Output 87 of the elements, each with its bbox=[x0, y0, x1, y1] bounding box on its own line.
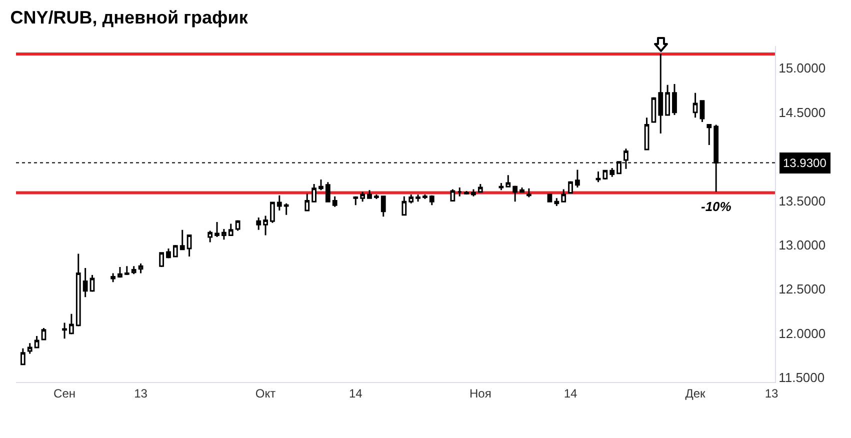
candlestick bbox=[554, 197, 560, 207]
candlestick bbox=[651, 96, 656, 123]
chart-title: CNY/RUB, дневной график bbox=[10, 8, 249, 28]
candlestick bbox=[367, 189, 372, 199]
y-tick-label: 15.0000 bbox=[778, 60, 826, 76]
candlestick bbox=[166, 248, 171, 259]
candlestick bbox=[256, 216, 262, 231]
candlestick bbox=[429, 194, 434, 206]
candlestick bbox=[318, 178, 324, 191]
candlestick bbox=[561, 188, 566, 202]
candlestick bbox=[69, 313, 74, 335]
candlestick bbox=[159, 252, 164, 268]
x-tick-label: 14 bbox=[348, 386, 363, 400]
candlestick bbox=[700, 100, 705, 123]
x-tick-label: 14 bbox=[564, 386, 578, 400]
candlestick bbox=[658, 53, 664, 134]
y-tick-label: 13.5000 bbox=[778, 193, 826, 208]
x-tick-label: Окт bbox=[255, 386, 276, 400]
candlestick bbox=[41, 327, 46, 340]
candlestick bbox=[131, 265, 136, 275]
candlestick bbox=[568, 180, 573, 194]
candlestick bbox=[90, 274, 95, 293]
candlestick bbox=[325, 181, 330, 202]
candlestick bbox=[27, 342, 32, 354]
y-tick-label: 11.5000 bbox=[778, 370, 825, 386]
candlestick bbox=[526, 188, 532, 198]
candlestick bbox=[235, 219, 240, 232]
candlestick bbox=[304, 192, 310, 212]
candlestick bbox=[471, 188, 476, 198]
candlestick bbox=[596, 170, 601, 183]
candlestick bbox=[374, 194, 379, 200]
x-tick-label: 13 bbox=[134, 386, 148, 400]
candlestick bbox=[186, 234, 192, 258]
candlestick bbox=[692, 92, 698, 118]
candlestick bbox=[118, 266, 122, 278]
x-tick-label: 13 bbox=[764, 386, 779, 400]
candlestick bbox=[76, 253, 81, 328]
candlestick bbox=[520, 186, 524, 193]
candlestick bbox=[180, 229, 185, 250]
candlestick bbox=[208, 230, 213, 244]
candlestick bbox=[512, 184, 518, 202]
candlestick bbox=[222, 228, 226, 240]
candlestick bbox=[498, 182, 504, 191]
candlestick bbox=[263, 215, 268, 236]
candlestick bbox=[62, 322, 67, 340]
candlestick bbox=[665, 84, 670, 116]
candlestick bbox=[408, 194, 414, 204]
candlestick bbox=[672, 83, 677, 116]
candlestick bbox=[575, 169, 580, 188]
candlestick bbox=[228, 222, 234, 236]
x-tick-label: Сен bbox=[54, 386, 76, 400]
y-tick-label: 12.5000 bbox=[778, 282, 826, 297]
candlestick bbox=[457, 186, 462, 198]
candlestick bbox=[353, 196, 358, 206]
candlestick bbox=[172, 244, 178, 258]
candlestick bbox=[478, 183, 483, 193]
ref-line-label: 13.9300 bbox=[783, 156, 827, 170]
candlestick bbox=[312, 183, 316, 202]
candlestick bbox=[82, 267, 88, 298]
candlestick bbox=[332, 196, 338, 208]
candlestick bbox=[270, 202, 275, 224]
candlestick bbox=[380, 196, 386, 218]
y-tick-label: 12.0000 bbox=[778, 326, 826, 341]
candlestick bbox=[416, 194, 420, 202]
candlestick bbox=[276, 194, 282, 212]
candlestick bbox=[20, 348, 26, 366]
candlestick bbox=[610, 167, 615, 178]
candlestick bbox=[402, 196, 407, 216]
candlestick bbox=[138, 262, 144, 274]
candlestick bbox=[422, 194, 428, 200]
annotation: -10% bbox=[701, 199, 732, 214]
x-tick-label: Дек bbox=[685, 386, 706, 400]
candlestick bbox=[644, 116, 650, 150]
candlestick bbox=[34, 335, 40, 348]
candlestick bbox=[602, 170, 608, 180]
candlestick bbox=[110, 272, 116, 283]
candlestick bbox=[284, 202, 289, 216]
x-tick-label: Ноя bbox=[469, 386, 492, 400]
candlestick bbox=[124, 265, 130, 276]
candlestick bbox=[706, 124, 712, 146]
y-tick-label: 13.0000 bbox=[778, 238, 826, 252]
candlestick bbox=[360, 191, 366, 202]
candlestick bbox=[547, 194, 552, 202]
y-tick-label: 14.5000 bbox=[778, 104, 826, 120]
candlestick bbox=[450, 188, 456, 202]
candlestick bbox=[506, 174, 511, 188]
candlestick bbox=[214, 221, 220, 238]
